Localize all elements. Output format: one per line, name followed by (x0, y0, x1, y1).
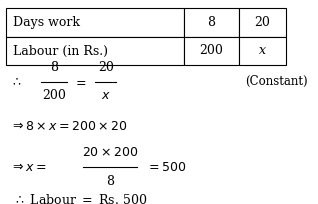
Text: $= 500$: $= 500$ (146, 161, 187, 174)
Text: Labour (in Rs.): Labour (in Rs.) (13, 44, 108, 58)
Bar (6, 8, 184, 37)
Text: $x$: $x$ (101, 89, 111, 102)
Text: 8: 8 (106, 175, 114, 188)
Text: $\therefore$ Labour $=$ Rs. 500: $\therefore$ Labour $=$ Rs. 500 (13, 193, 147, 204)
Text: 20: 20 (254, 16, 270, 29)
Text: 20: 20 (98, 61, 114, 74)
Text: $\Rightarrow x =$: $\Rightarrow x =$ (10, 161, 46, 174)
Bar (238, 37, 286, 65)
Bar (184, 37, 238, 65)
Text: 200: 200 (199, 44, 224, 58)
Text: 200: 200 (42, 89, 66, 102)
Text: x: x (259, 44, 266, 58)
Bar (238, 8, 286, 37)
Bar (6, 37, 184, 65)
Text: $20 \times 200$: $20 \times 200$ (82, 146, 138, 160)
Bar (184, 8, 238, 37)
Text: $\Rightarrow 8 \times x = 200 \times 20$: $\Rightarrow 8 \times x = 200 \times 20$ (10, 120, 127, 133)
Text: 8: 8 (50, 61, 58, 74)
Text: Days work: Days work (13, 16, 80, 29)
Text: $=$: $=$ (73, 75, 86, 88)
Text: (Constant): (Constant) (245, 75, 308, 88)
Text: 8: 8 (207, 16, 216, 29)
Text: $\therefore$: $\therefore$ (10, 75, 21, 88)
